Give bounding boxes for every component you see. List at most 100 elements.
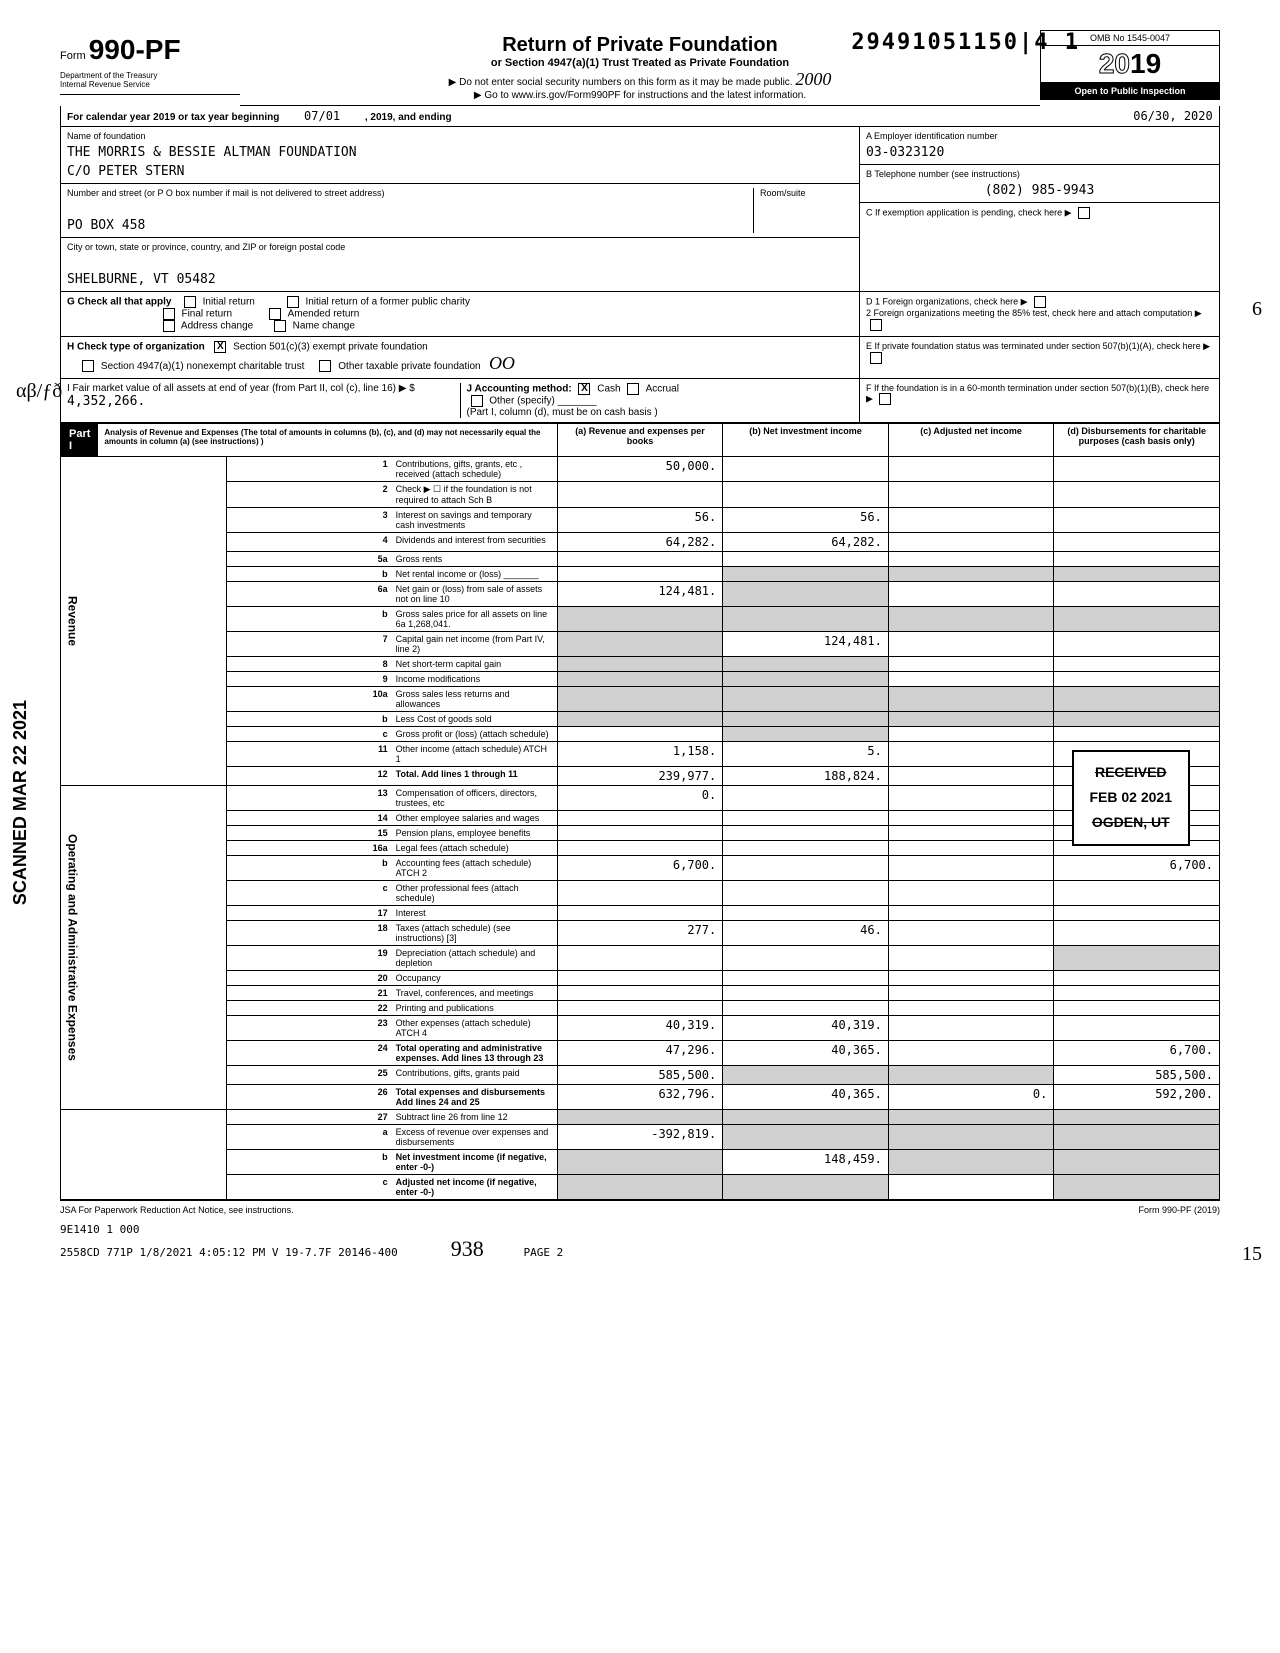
- col-d: 6,700.: [1054, 1041, 1220, 1066]
- col-d: [1054, 533, 1220, 552]
- col-b: [723, 906, 889, 921]
- row-num: b: [226, 1150, 392, 1175]
- j-accrual[interactable]: [627, 383, 639, 395]
- col-b: [723, 1175, 889, 1200]
- row-num: 16a: [226, 841, 392, 856]
- col-b: 40,319.: [723, 1016, 889, 1041]
- table-row: 25Contributions, gifts, grants paid585,5…: [61, 1066, 1220, 1085]
- col-b: [723, 786, 889, 811]
- part1-table: Part I Analysis of Revenue and Expenses …: [60, 423, 1220, 1200]
- col-d: 585,500.: [1054, 1066, 1220, 1085]
- signature: 938: [451, 1236, 484, 1261]
- part1-title: Analysis of Revenue and Expenses (The to…: [98, 424, 556, 456]
- col-b: [723, 971, 889, 986]
- j-label: J Accounting method:: [467, 384, 572, 395]
- col-c: [888, 1150, 1054, 1175]
- col-d: [1054, 921, 1220, 946]
- j-other[interactable]: [471, 395, 483, 407]
- row-label: Gross sales price for all assets on line…: [392, 607, 558, 632]
- g-initial[interactable]: [184, 296, 196, 308]
- table-row: 27Subtract line 26 from line 12: [61, 1110, 1220, 1125]
- row-num: 23: [226, 1016, 392, 1041]
- row-num: 7: [226, 632, 392, 657]
- h-501c3[interactable]: X: [214, 341, 226, 353]
- col-b: [723, 457, 889, 482]
- table-row: 3Interest on savings and temporary cash …: [61, 508, 1220, 533]
- row-num: 9: [226, 672, 392, 687]
- d2-label: 2 Foreign organizations meeting the 85% …: [866, 308, 1192, 318]
- c-checkbox[interactable]: [1078, 207, 1090, 219]
- col-a: 277.: [557, 921, 723, 946]
- col-a: [557, 1110, 723, 1125]
- e-checkbox[interactable]: [870, 352, 882, 364]
- col-d: [1054, 881, 1220, 906]
- col-a: 64,282.: [557, 533, 723, 552]
- row-label: Taxes (attach schedule) (see instruction…: [392, 921, 558, 946]
- col-b: 64,282.: [723, 533, 889, 552]
- g-address[interactable]: [163, 320, 175, 332]
- col-d: [1054, 672, 1220, 687]
- col-a: 124,481.: [557, 582, 723, 607]
- table-row: cOther professional fees (attach schedul…: [61, 881, 1220, 906]
- col-b: [723, 1001, 889, 1016]
- row-label: Excess of revenue over expenses and disb…: [392, 1125, 558, 1150]
- col-c: [888, 811, 1054, 826]
- col-b-header: (b) Net investment income: [723, 424, 889, 457]
- col-a: 6,700.: [557, 856, 723, 881]
- j-cash[interactable]: X: [578, 383, 590, 395]
- g-final[interactable]: [163, 308, 175, 320]
- col-b: [723, 567, 889, 582]
- form-prefix: Form: [60, 50, 86, 62]
- col-c: [888, 971, 1054, 986]
- col-a: 56.: [557, 508, 723, 533]
- col-c: [888, 508, 1054, 533]
- col-a: [557, 881, 723, 906]
- row-num: a: [226, 1125, 392, 1150]
- col-d: [1054, 1016, 1220, 1041]
- table-row: 17Interest: [61, 906, 1220, 921]
- g-amended[interactable]: [269, 308, 281, 320]
- row-num: 21: [226, 986, 392, 1001]
- col-c: [888, 687, 1054, 712]
- h-4947[interactable]: [82, 360, 94, 372]
- table-row: 26Total expenses and disbursements Add l…: [61, 1085, 1220, 1110]
- row-label: Other income (attach schedule) ATCH 1: [392, 742, 558, 767]
- table-row: 19Depreciation (attach schedule) and dep…: [61, 946, 1220, 971]
- col-c: [888, 712, 1054, 727]
- col-d: [1054, 1001, 1220, 1016]
- row-label: Contributions, gifts, grants, etc , rece…: [392, 457, 558, 482]
- col-a: 239,977.: [557, 767, 723, 786]
- g-namechange[interactable]: [274, 320, 286, 332]
- col-a: [557, 986, 723, 1001]
- row-num: 3: [226, 508, 392, 533]
- col-a: [557, 946, 723, 971]
- row-num: 2: [226, 482, 392, 508]
- f-checkbox[interactable]: [879, 393, 891, 405]
- h-other-tax[interactable]: [319, 360, 331, 372]
- h-label: H Check type of organization: [67, 342, 205, 353]
- d2-checkbox[interactable]: [870, 319, 882, 331]
- col-c: [888, 1066, 1054, 1085]
- col-a: [557, 672, 723, 687]
- col-b: [723, 657, 889, 672]
- col-b: [723, 482, 889, 508]
- row-num: c: [226, 727, 392, 742]
- col-a: [557, 971, 723, 986]
- d1-checkbox[interactable]: [1034, 296, 1046, 308]
- row-label: Travel, conferences, and meetings: [392, 986, 558, 1001]
- table-row: 9Income modifications: [61, 672, 1220, 687]
- g-initial-former[interactable]: [287, 296, 299, 308]
- row-label: Gross profit or (loss) (attach schedule): [392, 727, 558, 742]
- margin-fifteen: 15: [1242, 1243, 1262, 1266]
- d1-label: D 1 Foreign organizations, check here: [866, 296, 1018, 306]
- row-num: 26: [226, 1085, 392, 1110]
- row-label: Pension plans, employee benefits: [392, 826, 558, 841]
- col-c: [888, 672, 1054, 687]
- phone-label: B Telephone number (see instructions): [866, 169, 1213, 179]
- col-a-header: (a) Revenue and expenses per books: [557, 424, 723, 457]
- col-d: [1054, 687, 1220, 712]
- col-d: [1054, 971, 1220, 986]
- col-b: [723, 881, 889, 906]
- title-line1: ▶ Do not enter social security numbers o…: [248, 69, 1032, 90]
- col-c: [888, 1016, 1054, 1041]
